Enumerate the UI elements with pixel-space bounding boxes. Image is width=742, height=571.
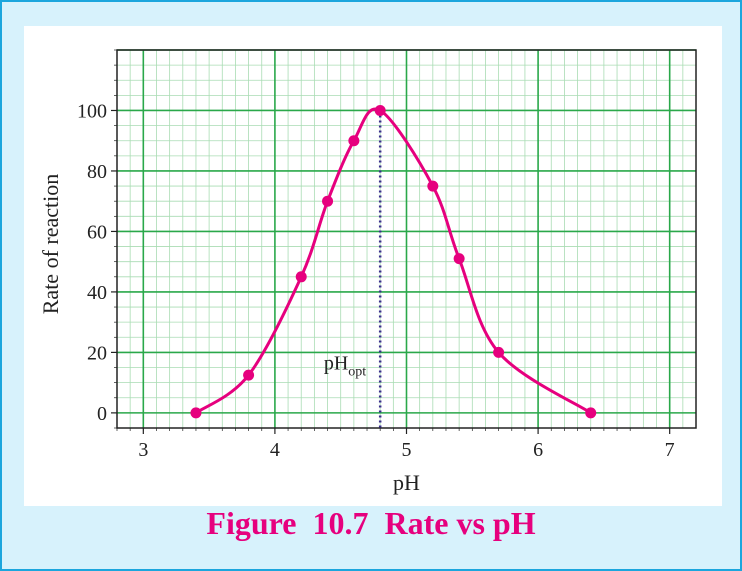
data-point bbox=[453, 253, 465, 265]
data-points bbox=[190, 104, 597, 419]
data-point bbox=[374, 104, 386, 116]
y-tick-label: 60 bbox=[87, 221, 107, 243]
x-tick-label: 7 bbox=[665, 439, 675, 461]
y-tick-label: 80 bbox=[87, 161, 107, 183]
chart-panel bbox=[24, 26, 722, 506]
y-tick-label: 0 bbox=[97, 403, 107, 425]
rate-curve bbox=[195, 107, 592, 415]
x-tick-label: 4 bbox=[270, 439, 280, 461]
x-axis-label: pH bbox=[393, 470, 420, 495]
ph-opt-label: pHopt bbox=[324, 353, 366, 380]
data-point bbox=[243, 369, 255, 381]
x-tick-label: 5 bbox=[402, 439, 412, 461]
x-tick-label: 6 bbox=[533, 439, 543, 461]
axis-ticks bbox=[111, 49, 671, 434]
data-point bbox=[585, 407, 597, 419]
data-point bbox=[427, 180, 439, 192]
x-tick-label: 3 bbox=[138, 439, 148, 461]
data-point bbox=[190, 407, 202, 419]
y-axis-label: Rate of reaction bbox=[38, 174, 63, 315]
y-tick-label: 100 bbox=[77, 100, 107, 122]
y-tick-label: 20 bbox=[87, 342, 107, 364]
data-point bbox=[322, 195, 334, 207]
rate-vs-ph-chart: 3 4 5 6 7 0 20 40 60 80 100 pHopt pH Rate of react… bbox=[38, 49, 697, 495]
data-point bbox=[348, 135, 360, 147]
major-grid bbox=[117, 49, 696, 428]
tick-labels: 3 4 5 6 7 0 20 40 60 80 100 bbox=[77, 100, 675, 461]
y-tick-label: 40 bbox=[87, 282, 107, 304]
figure-caption: Figure 10.7 Rate vs pH bbox=[206, 505, 536, 541]
data-point bbox=[493, 346, 505, 358]
data-point bbox=[295, 271, 307, 283]
